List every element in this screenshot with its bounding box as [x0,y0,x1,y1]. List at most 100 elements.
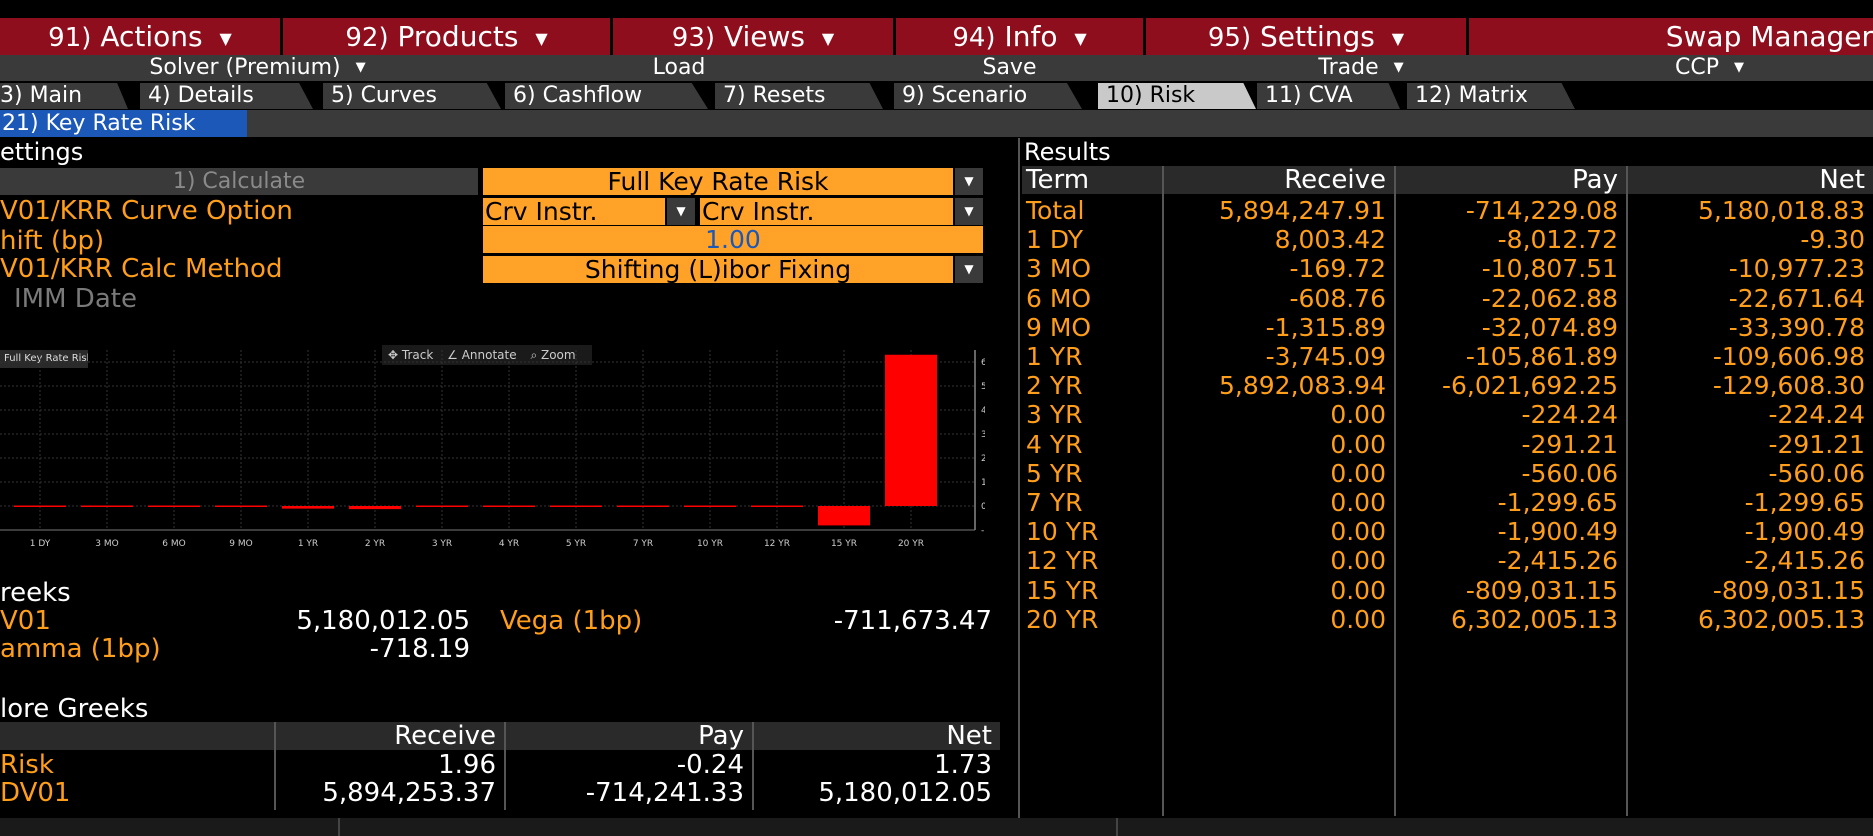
shift-input[interactable]: 1.00 [483,226,983,253]
chart-bar[interactable] [416,505,468,508]
key-rate-risk-chart: Full Key Rate Risk ✥ Track ∠ Annotate ⌕ … [0,340,985,550]
results-cell-pay: -714,229.08 [1465,196,1618,225]
zoom-label: Zoom [540,348,576,362]
menu-actions-number: 91) [48,23,92,53]
chart-bar[interactable] [282,506,334,509]
tab-scenario[interactable]: 9) Scenario [894,83,1082,109]
risk-type-select[interactable]: Full Key Rate Risk [483,168,953,195]
calculate-button[interactable]: 1) Calculate [0,168,478,195]
tab-cashflow[interactable]: 6) Cashflow [505,83,708,109]
divider [1116,818,1118,836]
divider [504,722,506,810]
chart-xtick-label: 20 YR [898,539,924,549]
more-greeks-header-receive: Receive [276,722,504,750]
results-cell-pay: -1,900.49 [1497,517,1618,547]
chart-bar[interactable] [14,505,66,508]
imm-date-checkbox[interactable]: IMM Date [0,284,300,313]
dv01-value: 5,180,012.05 [296,606,470,636]
track-button[interactable]: ✥ Track [388,348,434,362]
results-cell-receive: 0.00 [1330,546,1386,576]
menu-info[interactable]: 94) Info ▼ [896,18,1143,55]
results-cell-net: 6,302,005.13 [1698,604,1865,634]
chart-ytick-label: -1M [981,526,985,536]
chart-bar[interactable] [483,505,535,508]
calc-method-select[interactable]: Shifting (L)ibor Fixing [483,256,953,283]
tab-main[interactable]: 3) Main [0,83,128,109]
subtab-key-rate-risk[interactable]: 21) Key Rate Risk [0,110,247,137]
results-cell-net: -9.30 [1800,225,1865,255]
curve-option-a-select[interactable]: Crv Instr. [483,198,665,225]
chevron-down-icon: ▼ [1734,60,1744,75]
menu-settings-number: 95) [1207,23,1252,53]
chart-bar[interactable] [684,505,736,508]
results-cell-term: 20 YR [1026,604,1099,634]
results-cell-net: -291.21 [1768,429,1866,459]
chart-bar[interactable] [81,505,133,508]
results-cell-net: -33,390.78 [1728,312,1865,342]
chart-ytick-label: 5M [981,382,985,392]
results-cell-term: 2 YR [1026,371,1083,401]
results-cell-term: 12 YR [1026,546,1099,576]
chart-bar[interactable] [349,506,401,510]
menu-actions[interactable]: 91) Actions ▼ [0,18,280,55]
load-button[interactable]: Load [515,55,846,81]
chevron-down-icon[interactable]: ▼ [667,198,695,225]
chevron-down-icon[interactable]: ▼ [955,168,983,195]
results-cell-receive: 5,894,247.91 [1219,196,1386,225]
menu-actions-label: Actions [100,20,203,53]
results-cell-net: -10,977.23 [1728,254,1865,284]
results-cell-term: 3 MO [1026,254,1092,284]
tab-details[interactable]: 4) Details [140,83,313,109]
tab-risk[interactable]: 10) Risk [1098,83,1256,109]
row-receive: 1.96 [438,750,496,780]
solver-label: Solver (Premium) [149,55,341,80]
ccp-dropdown[interactable]: CCP ▼ [1546,55,1873,81]
tab-cva[interactable]: 11) CVA [1257,83,1400,109]
results-cell-receive: 0.00 [1330,400,1386,430]
results-cell-pay: -1,299.65 [1497,488,1618,517]
results-cell-term: 1 YR [1026,342,1083,371]
chart-bar[interactable] [617,505,669,508]
results-header-receive: Receive [1164,166,1394,194]
tab-curves[interactable]: 5) Curves [323,83,501,109]
results-cell-net: -224.24 [1768,400,1866,430]
chart-bar[interactable] [818,506,870,526]
divider [1162,166,1164,816]
save-button[interactable]: Save [843,55,1179,81]
tab-matrix[interactable]: 12) Matrix [1407,83,1575,109]
chart-bar[interactable] [215,505,267,508]
menu-settings[interactable]: 95) Settings ▼ [1146,18,1466,55]
chart-ytick-label: 2M [981,454,985,464]
menu-views[interactable]: 93) Views ▼ [613,18,893,55]
panel-divider [1018,138,1020,818]
zoom-button[interactable]: ⌕ Zoom [530,348,576,362]
row-label: DV01 [0,778,71,808]
chart-bar[interactable] [885,354,937,506]
results-cell-net: 5,180,018.83 [1698,196,1865,225]
dv01-label: V01 [0,606,51,636]
chart-canvas[interactable]: 6M 5M 4M 3M 2M 1M 0 -1M 1 DY 3 MO 6 MO 9 MO 1 YR 2 YR… [0,340,985,550]
trade-dropdown[interactable]: Trade ▼ [1176,55,1549,81]
menu-products[interactable]: 92) Products ▼ [283,18,610,55]
annotate-button[interactable]: ∠ Annotate [447,348,517,362]
tab-resets[interactable]: 7) Resets [715,83,883,109]
solver-dropdown[interactable]: Solver (Premium) ▼ [0,55,518,81]
results-cell-net: -2,415.26 [1744,546,1865,576]
results-cell-pay: -809,031.15 [1465,575,1618,605]
results-cell-term: Total [1026,196,1085,225]
chevron-down-icon[interactable]: ▼ [955,256,983,283]
results-cell-pay: -22,062.88 [1481,283,1618,313]
results-cell-term: 1 DY [1026,225,1084,255]
chart-bar[interactable] [751,505,803,508]
results-cell-pay: -560.06 [1521,458,1619,488]
more-greeks-title: lore Greeks [0,694,149,724]
divider [1394,166,1396,816]
curve-option-b-select[interactable]: Crv Instr. [700,198,953,225]
chevron-down-icon[interactable]: ▼ [955,198,983,225]
chart-bar[interactable] [148,505,200,508]
results-cell-receive: -169.72 [1289,254,1387,284]
shift-label: hift (bp) [0,226,105,255]
chart-bar[interactable] [550,505,602,508]
row-receive: 5,894,253.37 [322,778,496,808]
gamma-label: amma (1bp) [0,634,161,664]
